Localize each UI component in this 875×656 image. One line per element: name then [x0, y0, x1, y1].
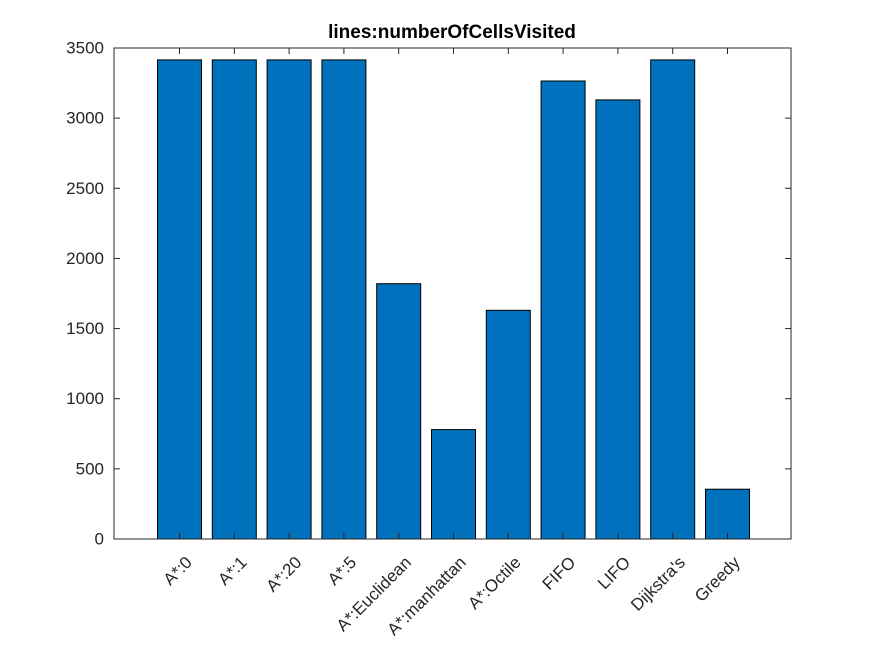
bar	[431, 429, 476, 540]
axes-group	[113, 47, 792, 540]
x-tick-label: A*:1	[214, 553, 250, 589]
y-tick-label: 3500	[66, 39, 104, 58]
bar	[650, 59, 696, 540]
axes-box	[113, 47, 792, 540]
bar	[157, 59, 202, 540]
x-tick-label: A*:20	[263, 553, 306, 596]
bar	[705, 488, 750, 540]
bar	[376, 283, 422, 540]
y-tick-label: 0	[95, 530, 104, 549]
x-tick-label: LIFO	[594, 553, 634, 593]
x-tick-label: Greedy	[691, 553, 744, 606]
bar	[595, 99, 641, 540]
x-tick-label: Dijkstra's	[627, 553, 689, 615]
bars-group	[157, 59, 750, 540]
y-axis-ticks: 0 500 1000 1500 2000 2500 3000 3500	[66, 39, 791, 549]
bar	[266, 59, 312, 540]
y-tick-label: 1000	[66, 389, 104, 408]
y-tick-label: 1500	[66, 319, 104, 338]
x-tick-label: A*:0	[160, 553, 196, 589]
y-tick-label: 2000	[66, 249, 104, 268]
bar	[540, 80, 586, 540]
bar	[211, 59, 257, 540]
x-tick-label: A*:Octile	[464, 553, 524, 613]
chart-title: lines:numberOfCellsVisited	[328, 22, 576, 43]
y-tick-label: 3000	[66, 109, 104, 128]
bar	[321, 59, 367, 540]
y-tick-label: 500	[76, 459, 104, 478]
bar	[485, 309, 531, 540]
y-tick-label: 2500	[66, 179, 104, 198]
x-tick-label: A*:5	[324, 553, 360, 589]
x-tick-label: FIFO	[539, 553, 580, 594]
